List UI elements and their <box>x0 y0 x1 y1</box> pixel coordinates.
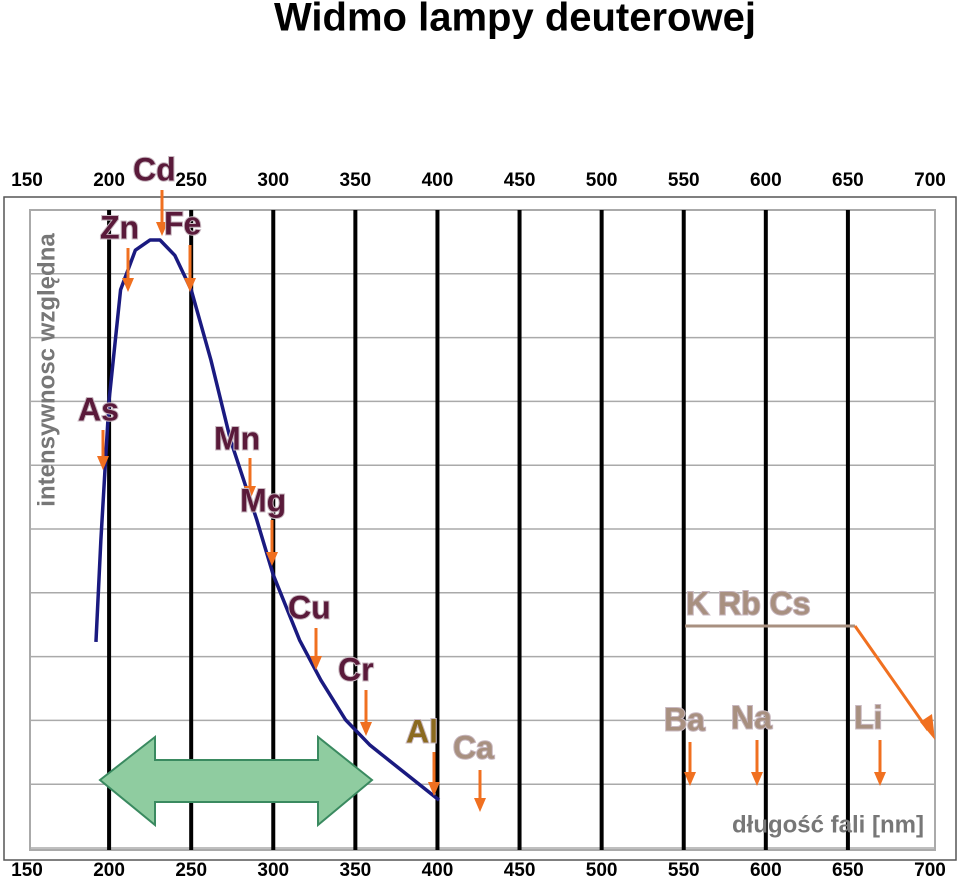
element-label: Zn <box>100 209 139 245</box>
x-tick-label-top: 250 <box>175 170 207 191</box>
x-tick-label-top: 400 <box>422 170 454 191</box>
x-tick-label: 150 <box>11 860 43 881</box>
y-axis-label: intensywnosc względna <box>33 233 60 507</box>
element-label: Mg <box>240 482 286 518</box>
x-tick-label-top: 500 <box>586 170 618 191</box>
element-arrow-head <box>428 782 440 796</box>
x-tick-label-top: 150 <box>11 170 43 191</box>
x-tick-label-top: 450 <box>504 170 536 191</box>
element-arrow-head <box>122 278 134 292</box>
element-arrow-head <box>474 798 486 812</box>
element-label: Li <box>854 699 882 735</box>
element-arrow-head <box>156 222 168 236</box>
frame <box>3 196 957 861</box>
element-label: Na <box>731 699 772 735</box>
element-label: Ca <box>453 729 494 765</box>
element-arrow-head <box>97 456 109 470</box>
element-arrow-head <box>310 656 322 670</box>
x-tick-label: 550 <box>668 860 700 881</box>
element-arrow-head <box>751 772 763 786</box>
chart-title: Widmo lampy deuterowej <box>274 0 756 40</box>
x-tick-label-top: 600 <box>750 170 782 191</box>
element-arrow-head <box>684 772 696 786</box>
element-label: Fe <box>164 205 201 241</box>
group-arrow-head <box>920 714 935 740</box>
element-label: Mn <box>214 420 260 456</box>
x-tick-label-top: 300 <box>257 170 289 191</box>
x-tick-label: 250 <box>175 860 207 881</box>
element-label: Al <box>406 713 438 749</box>
x-tick-label: 450 <box>504 860 536 881</box>
element-label: K Rb Cs <box>686 585 810 621</box>
element-arrow-head <box>184 278 196 292</box>
x-tick-label-top: 200 <box>93 170 125 191</box>
x-tick-label-top: 550 <box>668 170 700 191</box>
element-arrow-head <box>360 722 372 736</box>
x-tick-label: 300 <box>257 860 289 881</box>
x-tick-label-top: 700 <box>914 170 946 191</box>
element-label: Cr <box>338 651 374 687</box>
range-arrow <box>98 734 374 828</box>
x-tick-label: 700 <box>914 860 946 881</box>
x-tick-label: 350 <box>340 860 372 881</box>
x-tick-label: 200 <box>93 860 125 881</box>
x-tick-label: 500 <box>586 860 618 881</box>
group-arrow <box>853 625 930 731</box>
element-arrow-head <box>244 486 256 500</box>
x-tick-label: 400 <box>422 860 454 881</box>
spectrum-line <box>94 238 441 802</box>
x-tick-label: 600 <box>750 860 782 881</box>
element-arrow-head <box>874 772 886 786</box>
element-label: Ba <box>664 701 705 737</box>
x-axis-label: długość fali [nm] <box>732 811 924 838</box>
x-tick-label-top: 650 <box>832 170 864 191</box>
element-label: Cd <box>133 151 176 187</box>
element-label: As <box>78 391 119 427</box>
element-arrow-head <box>266 552 278 566</box>
x-tick-label: 650 <box>832 860 864 881</box>
x-tick-label-top: 350 <box>340 170 372 191</box>
element-label: Cu <box>288 589 331 625</box>
